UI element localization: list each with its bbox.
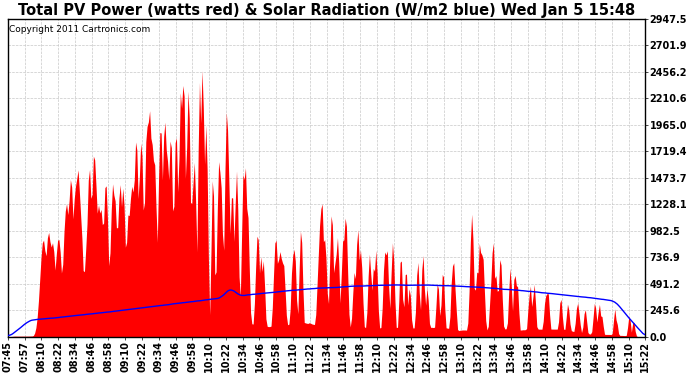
- Title: Total PV Power (watts red) & Solar Radiation (W/m2 blue) Wed Jan 5 15:48: Total PV Power (watts red) & Solar Radia…: [18, 3, 635, 18]
- Text: Copyright 2011 Cartronics.com: Copyright 2011 Cartronics.com: [9, 25, 150, 34]
